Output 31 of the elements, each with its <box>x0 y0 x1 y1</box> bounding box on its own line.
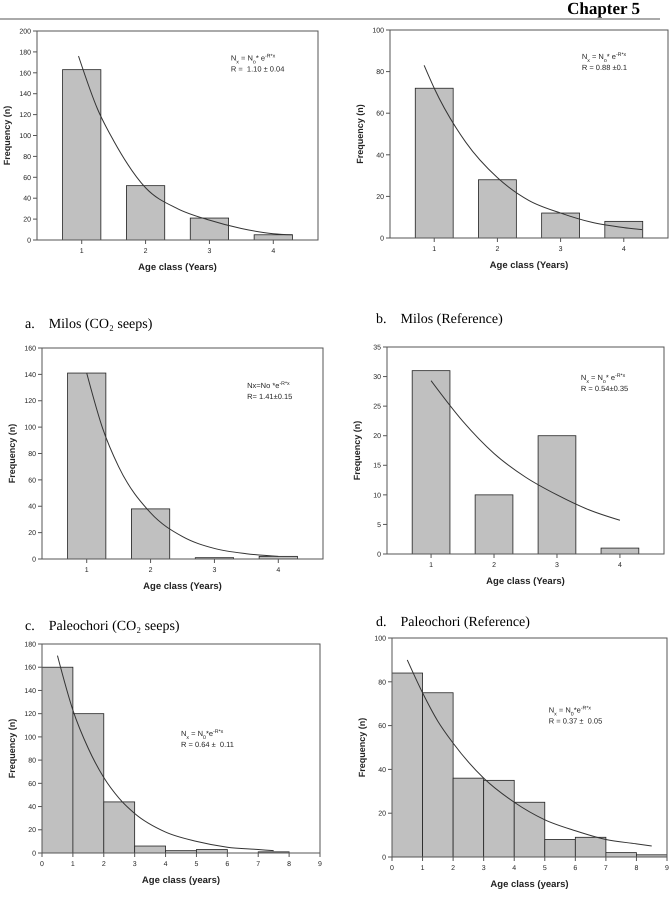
bar <box>67 372 106 560</box>
bar <box>478 179 517 238</box>
bar <box>538 435 576 554</box>
text: b. Milos (Reference) <box>376 312 504 327</box>
x-axis-title: Age class (years) <box>490 879 569 890</box>
bar <box>62 69 102 240</box>
x-axis-title: Age class (Years) <box>490 260 568 271</box>
y-axis-title: Frequency (n) <box>7 424 17 484</box>
text: a. Milos (CO₂ seeps) <box>25 317 153 332</box>
x-axis-title: Age class (Years) <box>486 576 565 587</box>
x-axis-title: Age class (Years) <box>143 581 222 592</box>
bar <box>190 218 229 240</box>
y-axis-title: Frequency (n) <box>2 106 12 166</box>
bar <box>474 494 514 554</box>
x-axis-title: Age class (Years) <box>138 262 217 273</box>
text: c. Paleochori (CO₂ seeps) <box>25 619 180 634</box>
y-axis-title: Frequency (n) <box>357 718 367 778</box>
text: d. Paleochori (Reference) <box>376 615 530 630</box>
bar <box>126 185 166 240</box>
line-series <box>424 64 643 230</box>
x-axis-title: Age class (years) <box>142 875 220 886</box>
y-axis-title: Frequency (n) <box>352 420 362 480</box>
line-series <box>78 56 293 236</box>
bar <box>131 508 170 560</box>
y-axis-title: Frequency (n) <box>7 718 17 778</box>
y-axis-title: Frequency (n) <box>355 104 365 164</box>
bar <box>412 370 450 554</box>
bar <box>541 212 580 238</box>
bar <box>414 88 454 238</box>
chart-subtitle: Chapter 5 <box>567 0 640 18</box>
line-series <box>406 659 652 847</box>
